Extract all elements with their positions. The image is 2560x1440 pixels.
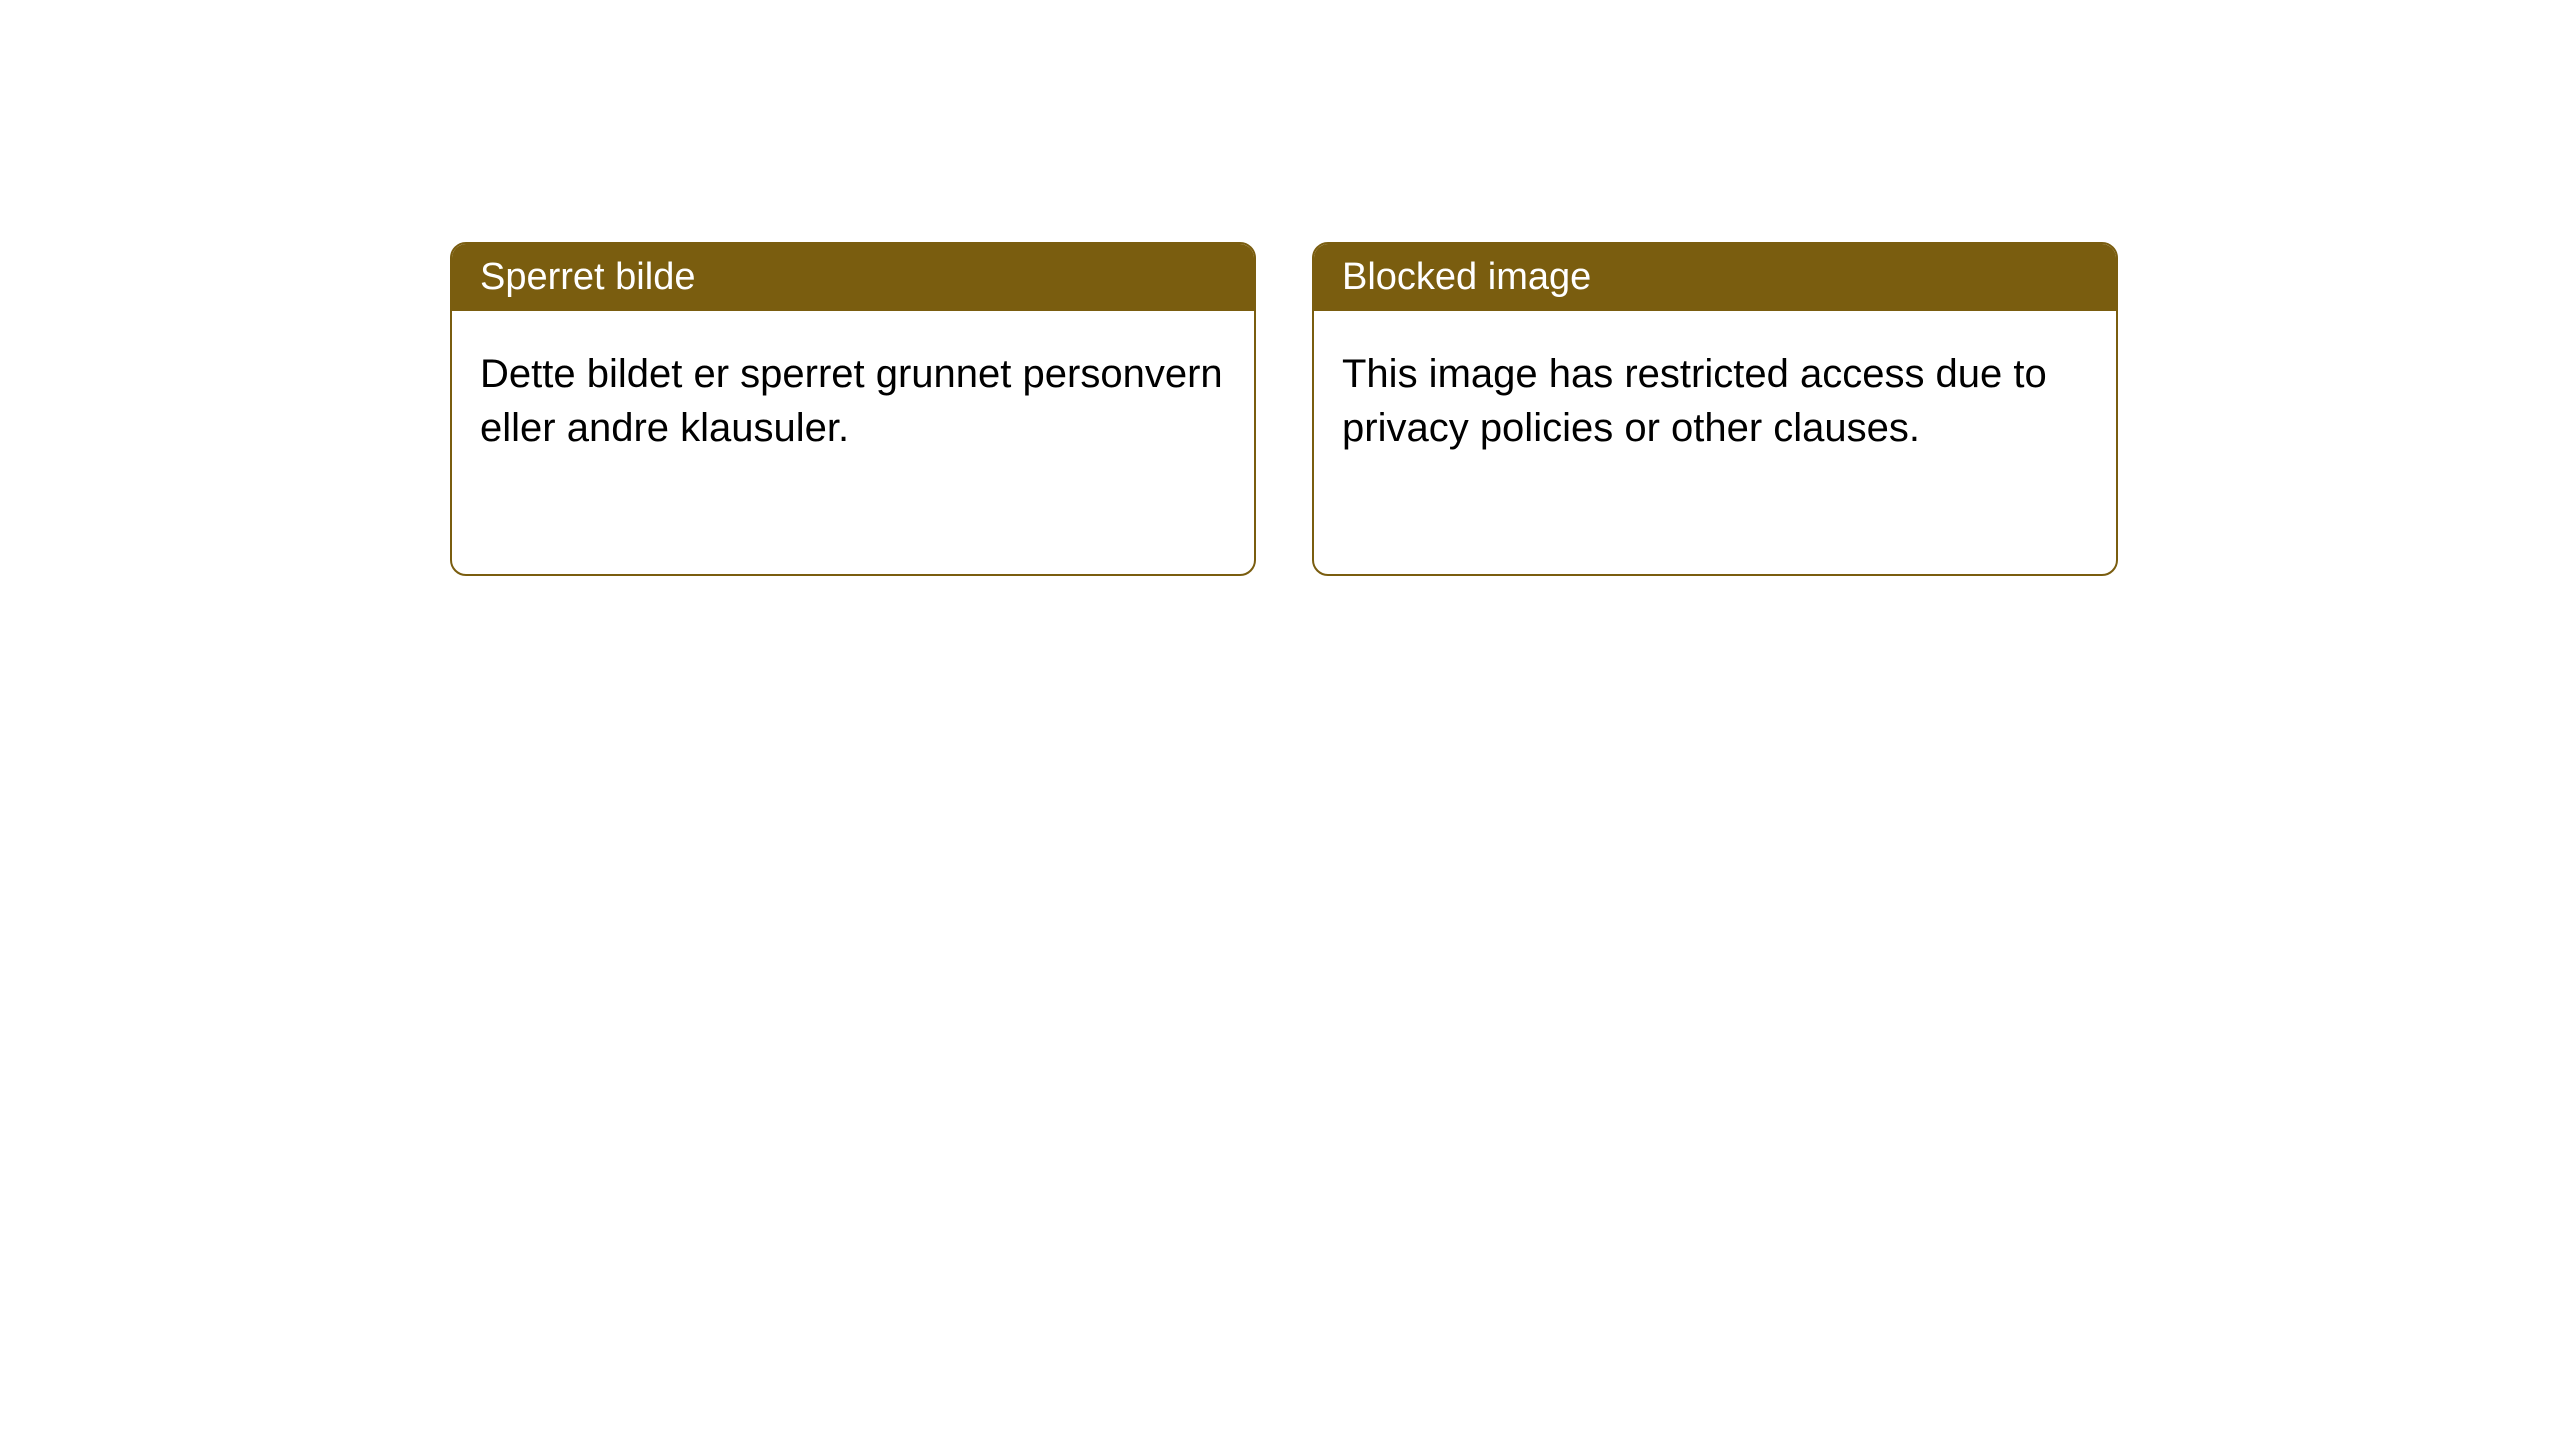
card-header-en: Blocked image [1314, 244, 2116, 311]
notice-card-en: Blocked image This image has restricted … [1312, 242, 2118, 576]
card-title-en: Blocked image [1342, 256, 1591, 298]
card-body-text-en: This image has restricted access due to … [1342, 352, 2047, 450]
card-title-no: Sperret bilde [480, 256, 695, 298]
notice-container: Sperret bilde Dette bildet er sperret gr… [450, 242, 2118, 576]
card-body-text-no: Dette bildet er sperret grunnet personve… [480, 352, 1223, 450]
card-body-en: This image has restricted access due to … [1314, 311, 2116, 491]
card-body-no: Dette bildet er sperret grunnet personve… [452, 311, 1254, 491]
notice-card-no: Sperret bilde Dette bildet er sperret gr… [450, 242, 1256, 576]
card-header-no: Sperret bilde [452, 244, 1254, 311]
